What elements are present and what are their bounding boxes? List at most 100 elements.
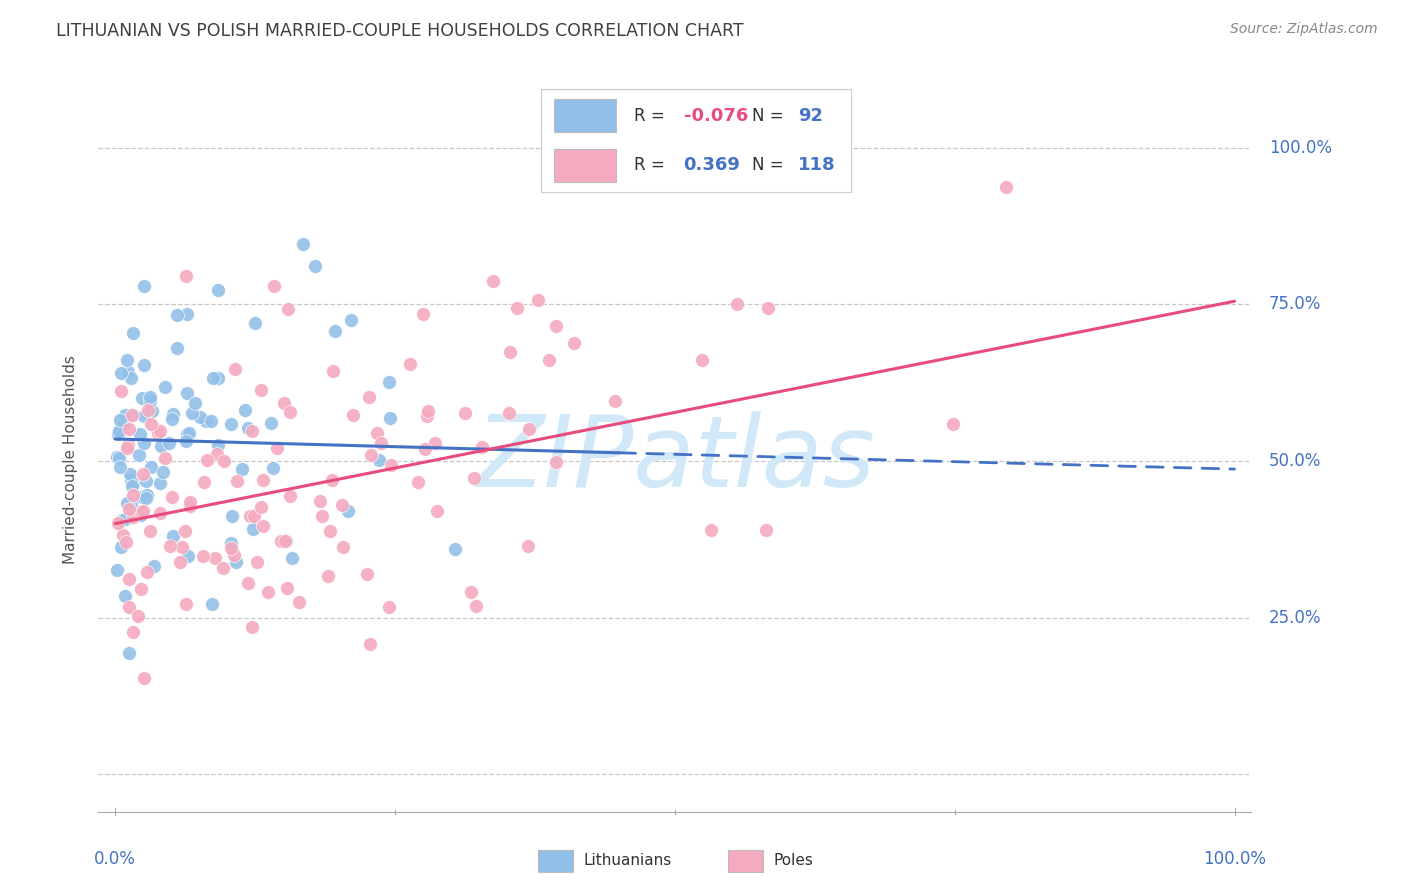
Point xyxy=(250,383,273,397)
Point xyxy=(108,424,131,438)
Point xyxy=(132,467,155,482)
Point xyxy=(219,417,242,431)
Point xyxy=(169,555,191,569)
Point xyxy=(176,597,198,611)
Text: 25.0%: 25.0% xyxy=(1268,608,1322,626)
Point xyxy=(134,671,156,685)
Point xyxy=(416,409,439,423)
Point xyxy=(236,420,259,434)
Point xyxy=(370,436,392,450)
Point xyxy=(231,462,253,476)
Y-axis label: Married-couple Households: Married-couple Households xyxy=(63,355,77,564)
Point xyxy=(160,412,183,426)
Text: Poles: Poles xyxy=(773,854,813,868)
Point xyxy=(266,441,288,455)
Point xyxy=(250,500,273,514)
Bar xyxy=(554,149,616,181)
Point xyxy=(368,452,391,467)
Point xyxy=(471,440,494,454)
Point xyxy=(204,550,226,565)
Point xyxy=(179,495,201,509)
Point xyxy=(131,391,153,405)
Point xyxy=(121,488,143,502)
Point xyxy=(426,503,449,517)
Point xyxy=(205,447,228,461)
Point xyxy=(141,417,163,432)
Point xyxy=(135,566,157,580)
Point xyxy=(222,548,245,562)
Point xyxy=(110,384,132,398)
Point xyxy=(287,595,309,609)
Point xyxy=(342,409,364,423)
Point xyxy=(280,551,302,566)
Bar xyxy=(537,849,574,872)
Point xyxy=(562,336,585,351)
Text: LITHUANIAN VS POLISH MARRIED-COUPLE HOUSEHOLDS CORRELATION CHART: LITHUANIAN VS POLISH MARRIED-COUPLE HOUS… xyxy=(56,22,744,40)
Point xyxy=(110,460,132,475)
Point xyxy=(454,406,477,420)
Point xyxy=(418,404,440,418)
Point xyxy=(359,637,381,651)
Point xyxy=(378,376,401,390)
Point xyxy=(356,566,378,581)
Point xyxy=(121,326,143,340)
Point xyxy=(174,268,197,283)
Point xyxy=(114,535,136,549)
Text: ZIPatlas: ZIPatlas xyxy=(475,411,875,508)
Point xyxy=(111,513,134,527)
Point xyxy=(406,475,429,490)
Point xyxy=(357,390,380,404)
Point xyxy=(112,417,135,432)
Point xyxy=(179,499,201,513)
Point xyxy=(498,406,520,420)
Point xyxy=(110,540,132,554)
Point xyxy=(243,316,266,330)
Point xyxy=(276,533,298,548)
Point xyxy=(544,319,567,334)
Point xyxy=(135,488,157,502)
Point xyxy=(149,439,172,453)
Text: 0.369: 0.369 xyxy=(683,156,741,174)
Point xyxy=(132,279,155,293)
Point xyxy=(273,395,295,409)
Point xyxy=(176,426,198,441)
Point xyxy=(207,438,229,452)
Bar xyxy=(728,849,762,872)
Point xyxy=(174,434,197,448)
Point xyxy=(537,352,560,367)
Text: R =: R = xyxy=(634,107,671,125)
Point xyxy=(412,307,434,321)
Point xyxy=(519,422,541,436)
Text: 118: 118 xyxy=(799,156,835,174)
Point xyxy=(323,324,346,338)
Point xyxy=(278,489,301,503)
Point xyxy=(942,417,965,432)
Point xyxy=(162,529,184,543)
Point xyxy=(188,409,211,424)
Point xyxy=(107,563,129,577)
Point xyxy=(132,359,155,373)
Text: 0.0%: 0.0% xyxy=(94,850,136,869)
Point xyxy=(337,504,360,518)
Text: Lithuanians: Lithuanians xyxy=(583,854,672,868)
Point xyxy=(112,527,135,541)
Point xyxy=(139,459,162,474)
Point xyxy=(756,301,779,315)
Text: -0.076: -0.076 xyxy=(683,107,748,125)
Point xyxy=(155,450,177,465)
Point xyxy=(121,478,143,492)
Point xyxy=(214,454,236,468)
Point xyxy=(139,524,162,538)
Point xyxy=(242,522,264,536)
Point xyxy=(202,370,225,384)
Point xyxy=(378,600,401,615)
Point xyxy=(107,427,129,442)
Point xyxy=(134,409,156,423)
Point xyxy=(115,496,138,510)
Point xyxy=(546,455,568,469)
Point xyxy=(115,441,138,455)
Point xyxy=(603,393,626,408)
Point xyxy=(699,523,721,537)
Point xyxy=(107,516,129,531)
Point xyxy=(166,308,188,322)
